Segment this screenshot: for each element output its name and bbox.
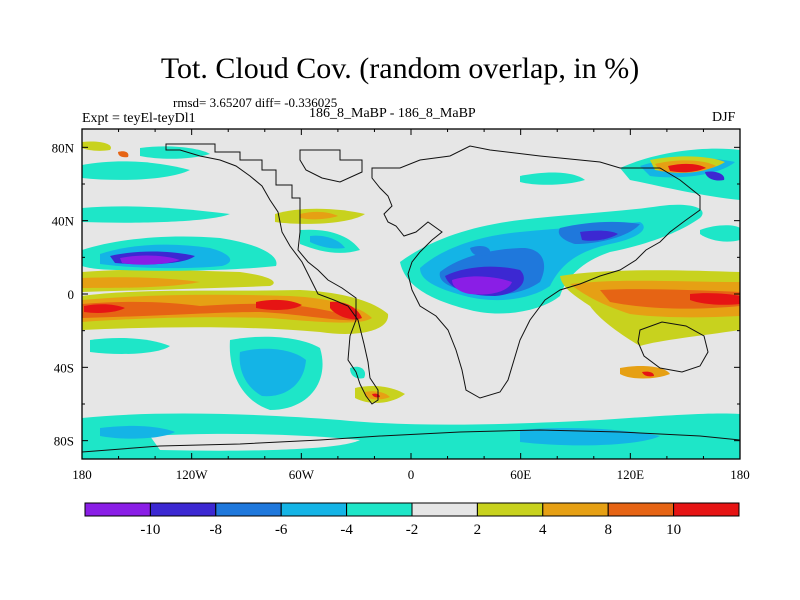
y-tick-label: 40N — [52, 214, 75, 229]
anomaly-region — [140, 146, 210, 159]
colorbar-swatch — [476, 502, 544, 517]
anomaly-region — [705, 171, 725, 181]
map-title: Tot. Cloud Cov. (random overlap, in %) — [160, 52, 640, 85]
anomaly-region — [690, 293, 740, 305]
colorbar-swatch — [411, 502, 478, 517]
anomaly-region — [90, 338, 170, 354]
anomaly-region — [470, 246, 491, 256]
x-tick-label: 120W — [176, 467, 209, 482]
colorbar: -10 -8 -6 -4 -2 2 4 8 10 — [84, 502, 740, 538]
case-label: 186_8_MaBP - 186_8_MaBP — [309, 106, 476, 121]
anomaly-region — [120, 255, 180, 265]
anomaly-region — [350, 366, 366, 379]
colorbar-label: -4 — [340, 522, 353, 538]
x-tick-label: 180 — [72, 467, 92, 482]
experiment-label: Expt = teyEl-teyDl1 — [82, 111, 196, 126]
colorbar-label: -10 — [140, 522, 160, 538]
colorbar-label: -6 — [275, 522, 288, 538]
anomaly-region — [82, 206, 230, 223]
x-tick-label: 60E — [510, 467, 531, 482]
y-tick-label: 0 — [68, 287, 75, 302]
coastlines — [82, 143, 740, 453]
colorbar-label: 10 — [666, 522, 681, 538]
anomaly-region — [256, 299, 302, 310]
anomaly-region — [310, 235, 345, 249]
anomaly-region — [520, 172, 585, 185]
x-tick-label: 120E — [617, 467, 645, 482]
x-tick-label: 180 — [730, 467, 750, 482]
anomaly-region — [580, 230, 618, 241]
colorbar-swatch — [215, 502, 282, 517]
anomaly-region — [118, 151, 129, 158]
coastline-africa-eurasia — [371, 145, 701, 399]
colorbar-label: 8 — [604, 522, 612, 538]
colorbar-swatch — [346, 502, 413, 517]
colorbar-label: 4 — [539, 522, 547, 538]
colorbar-label: 2 — [474, 522, 482, 538]
y-tick-label: 80S — [54, 434, 74, 449]
coastline-greenland — [299, 149, 363, 183]
anomaly-region — [642, 371, 654, 377]
colorbar-swatch — [149, 502, 217, 517]
colorbar-swatch — [280, 502, 348, 517]
anomaly-region — [82, 161, 190, 180]
anomaly-region — [668, 163, 706, 173]
anomaly-region — [150, 433, 360, 451]
y-tick-label: 40S — [54, 360, 74, 375]
colorbar-swatch — [84, 502, 151, 517]
anomaly-region — [239, 348, 306, 397]
x-tick-label: 60W — [289, 467, 315, 482]
anomaly-region — [452, 276, 512, 295]
colorbar-swatch — [542, 502, 609, 517]
anomaly-region — [100, 425, 175, 439]
colorbar-label: -2 — [406, 522, 419, 538]
coastline-antarctica — [82, 429, 740, 453]
colorbar-label: -8 — [210, 522, 223, 538]
x-tick-label: 0 — [408, 467, 415, 482]
anomaly-field — [82, 141, 740, 459]
coastline-americas — [165, 143, 379, 405]
colorbar-swatch — [673, 502, 740, 517]
anomaly-region — [82, 277, 200, 288]
rmsd-diff-stats: rmsd= 3.65207 diff= -0.336025 — [173, 95, 338, 110]
colorbar-swatch — [607, 502, 675, 517]
anomaly-region — [300, 211, 338, 220]
anomaly-region — [700, 225, 740, 242]
coastline-australia — [637, 321, 709, 373]
axis-ticks: 180 120W 60W 0 60E 120E 180 80N 40N 0 40S 80S — [52, 129, 750, 482]
anomaly-region — [82, 141, 111, 151]
y-tick-label: 80N — [52, 140, 75, 155]
season-label: DJF — [712, 110, 736, 125]
anomaly-region — [84, 304, 125, 313]
